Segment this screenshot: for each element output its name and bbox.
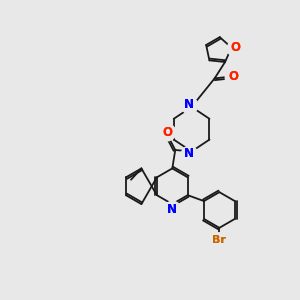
Text: O: O — [228, 70, 238, 83]
Text: N: N — [184, 98, 194, 111]
Text: Br: Br — [212, 235, 226, 245]
Text: O: O — [162, 126, 172, 139]
Text: O: O — [230, 41, 240, 54]
Text: N: N — [184, 147, 194, 161]
Text: O: O — [228, 70, 238, 83]
Text: O: O — [162, 126, 172, 139]
Text: N: N — [184, 98, 194, 111]
Text: N: N — [167, 203, 177, 216]
Text: N: N — [184, 147, 194, 161]
Text: Br: Br — [212, 235, 226, 245]
Text: N: N — [167, 203, 177, 216]
Text: O: O — [230, 41, 240, 54]
